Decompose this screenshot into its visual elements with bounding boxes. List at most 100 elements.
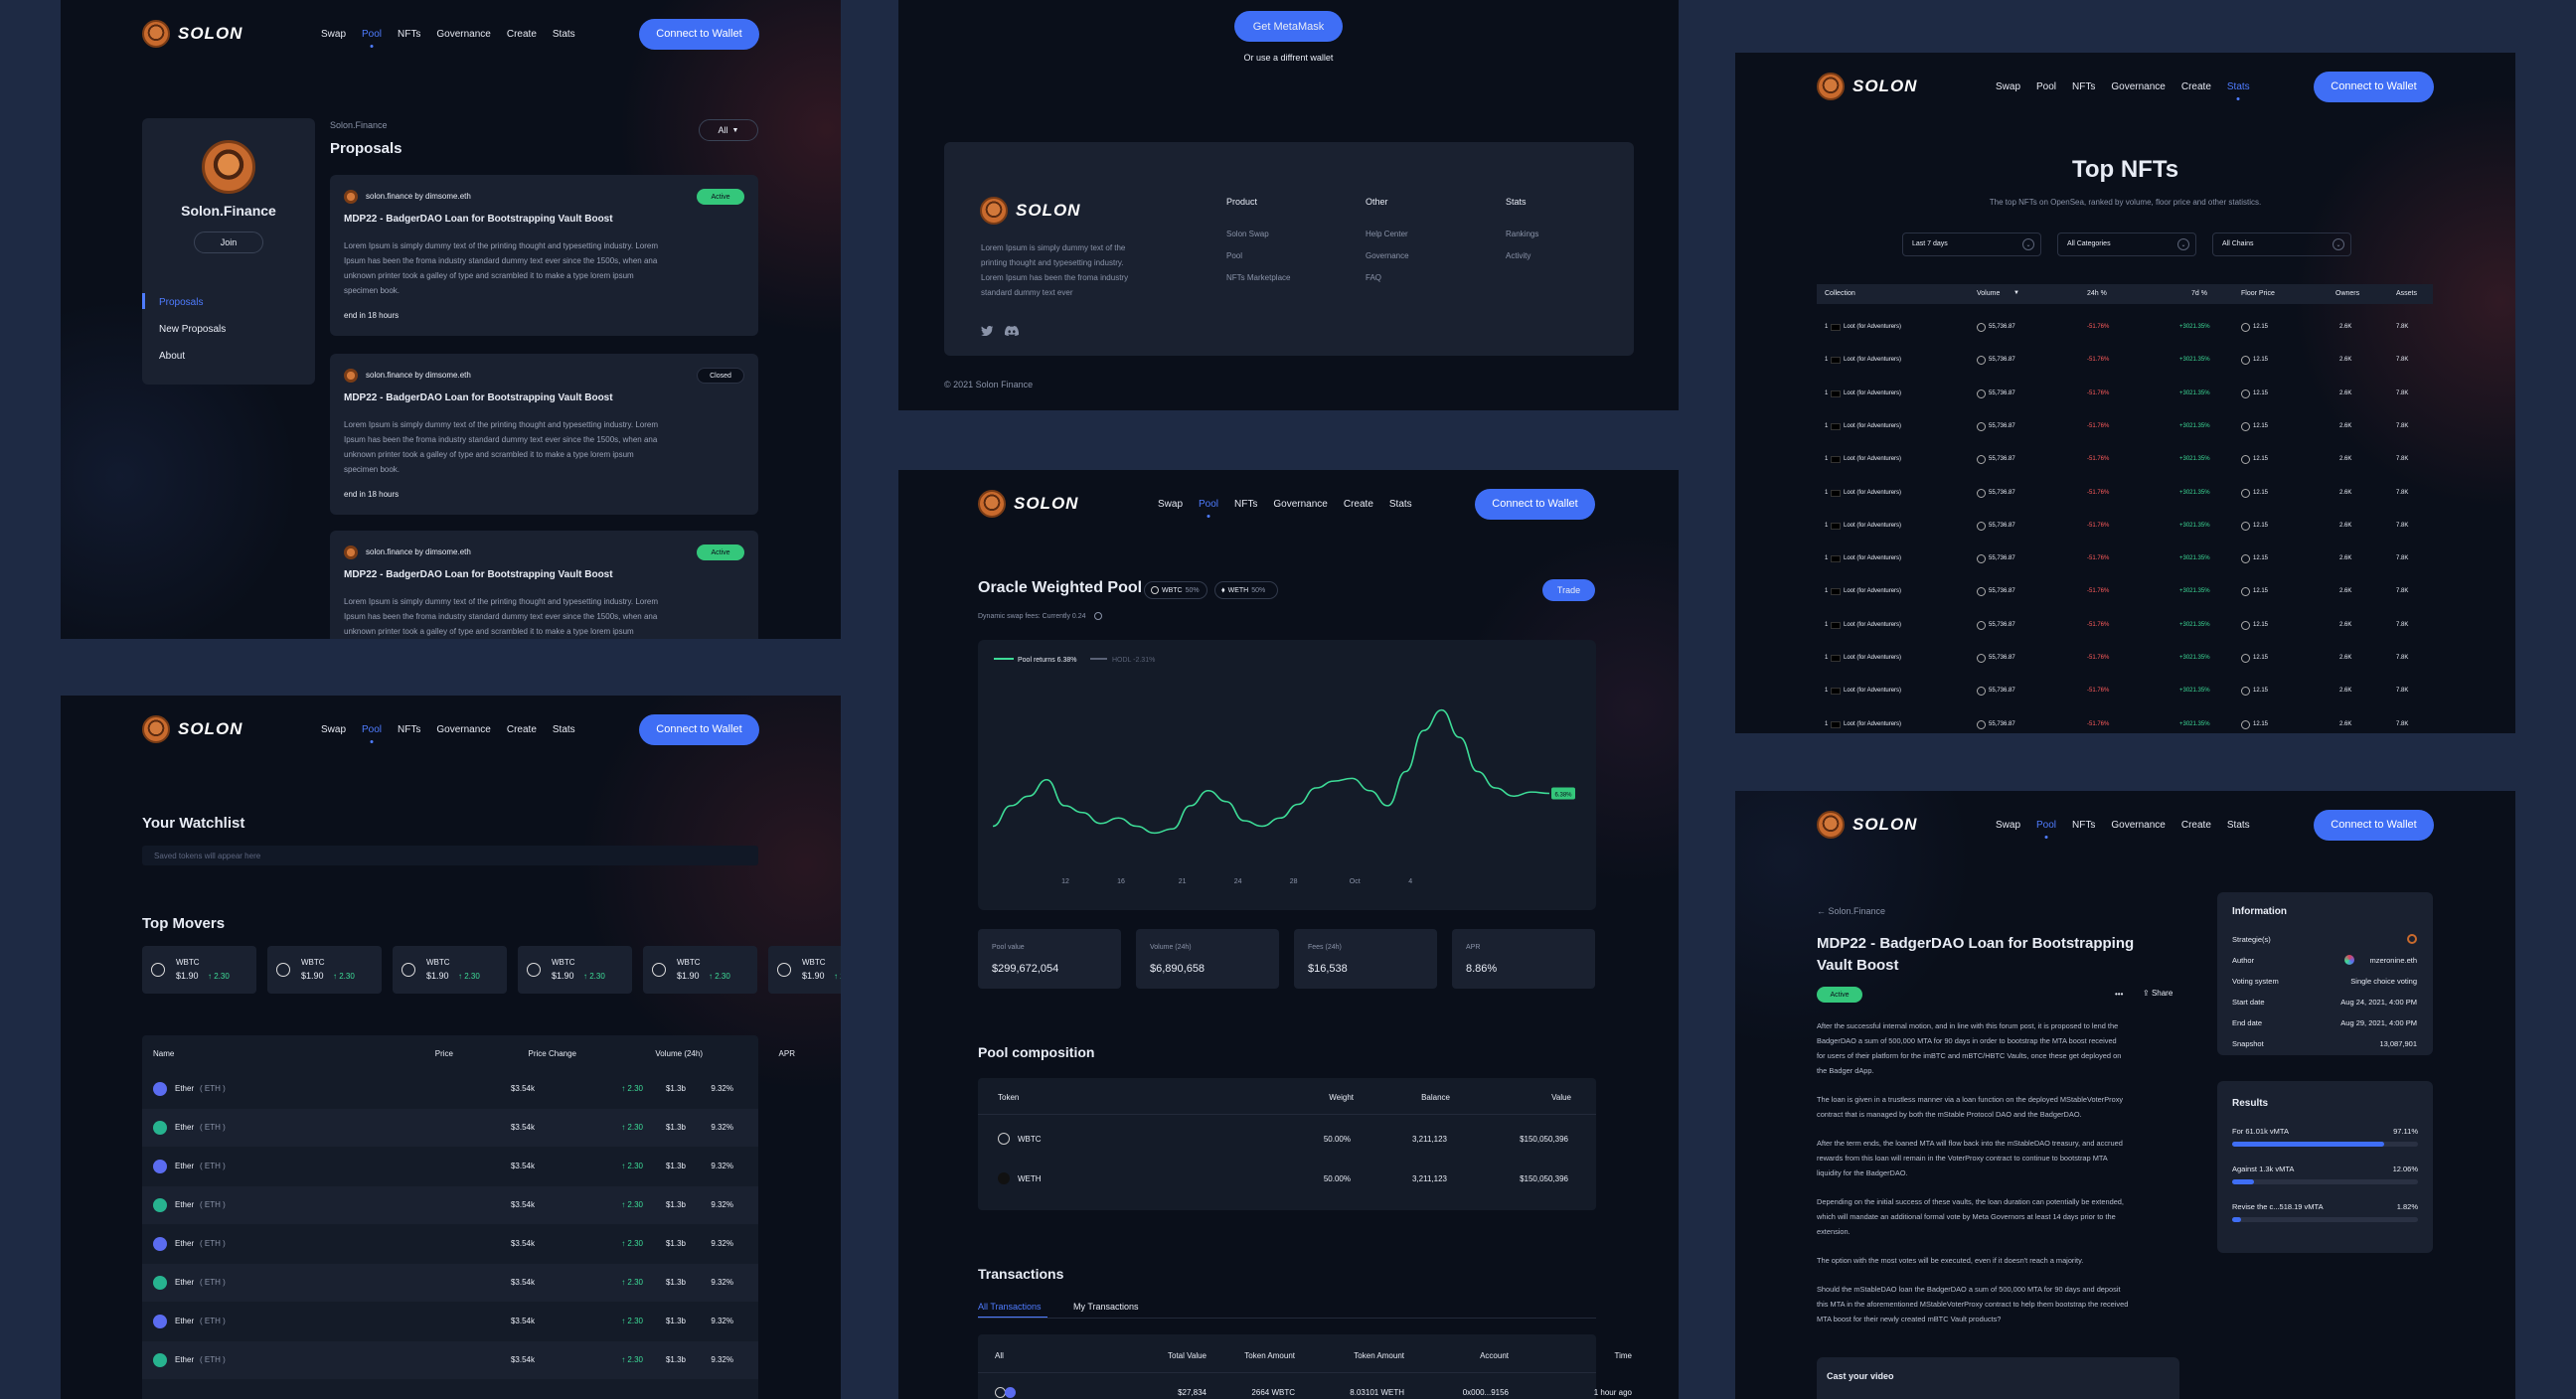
table-row[interactable]: 1 Loot (for Adventurers) 55,736.87 -51.76% +… [1817, 578, 2433, 608]
footer-logo[interactable]: SOLON [980, 197, 1080, 225]
table-row[interactable]: Ether ( ETH ) $3.54k ↑ 2.30 $1.3b 9.32% [142, 1341, 758, 1379]
table-row[interactable]: Ether ( ETH ) $3.54k ↑ 2.30 $1.3b 9.32% [142, 1186, 758, 1224]
table-row[interactable]: Ether ( ETH ) $3.54k ↑ 2.30 $1.3b 9.32% [142, 1264, 758, 1302]
nav-swap[interactable]: Swap [321, 723, 347, 735]
sidebar-item-about[interactable]: About [159, 351, 186, 362]
table-row[interactable]: Ether ( ETH ) $3.54k ↑ 2.30 $1.3b 9.32% [142, 1070, 758, 1108]
footer-link[interactable]: Governance [1366, 251, 1409, 260]
brand-logo[interactable]: SOLON [1817, 73, 1917, 100]
token-chip-wbtc[interactable]: WBTC 50% [1144, 581, 1208, 599]
join-button[interactable]: Join [194, 232, 263, 253]
nav-create[interactable]: Create [506, 723, 537, 735]
get-metamask-button[interactable]: Get MetaMask [1234, 11, 1343, 42]
nav-pool[interactable]: Pool [362, 723, 383, 735]
mover-card[interactable]: WBTC $1.90 ↑ 2.30 [768, 946, 841, 994]
filter-select[interactable]: All Chains ⌄ [2212, 233, 2351, 256]
connect-wallet-button[interactable]: Connect to Wallet [639, 713, 759, 745]
nav-pool[interactable]: Pool [1199, 498, 1219, 510]
nav-stats[interactable]: Stats [2226, 80, 2250, 92]
nav-create[interactable]: Create [1343, 498, 1373, 510]
table-row[interactable]: Ether ( ETH ) $3.54k ↑ 2.30 $1.3b 9.32% [142, 1109, 758, 1147]
table-row[interactable]: 1 Loot (for Adventurers) 55,736.87 -51.76% +… [1817, 711, 2433, 733]
proposal-card[interactable]: solon.finance by dimsome.eth Active MDP22 … [330, 531, 758, 639]
trade-button[interactable]: Trade [1542, 579, 1595, 601]
nav-stats[interactable]: Stats [1388, 498, 1412, 510]
footer-link[interactable]: Rankings [1506, 230, 1539, 238]
twitter-icon[interactable] [981, 323, 994, 337]
nav-governance[interactable]: Governance [436, 723, 491, 735]
nav-governance[interactable]: Governance [2111, 819, 2166, 831]
nav-nfts[interactable]: NFTs [1234, 498, 1258, 510]
brand-logo[interactable]: SOLON [978, 490, 1078, 518]
nav-governance[interactable]: Governance [2111, 80, 2166, 92]
nav-nfts[interactable]: NFTs [398, 723, 421, 735]
table-row[interactable]: 1 Loot (for Adventurers) 55,736.87 -51.76% +… [1817, 446, 2433, 476]
nav-nfts[interactable]: NFTs [398, 28, 421, 40]
mover-card[interactable]: WBTC $1.90 ↑ 2.30 [142, 946, 256, 994]
brand-logo[interactable]: SOLON [142, 715, 242, 743]
footer-link[interactable]: Solon Swap [1226, 230, 1269, 238]
token-chip-weth[interactable]: ⬧ WETH 50% [1214, 581, 1278, 599]
table-row[interactable]: 1 Loot (for Adventurers) 55,736.87 -51.76% +… [1817, 645, 2433, 675]
connect-wallet-button[interactable]: Connect to Wallet [2314, 71, 2434, 102]
footer-link[interactable]: Activity [1506, 251, 1531, 260]
table-row[interactable]: Ether ( ETH ) $3.54k ↑ 2.30 $1.3b 9.32% [142, 1303, 758, 1340]
footer-link[interactable]: Pool [1226, 251, 1243, 260]
table-row[interactable]: WBTC 50.00% 3,211,123 $150,050,396 [978, 1121, 1596, 1157]
info-value[interactable]: mzeronine.eth [2369, 956, 2417, 965]
table-row[interactable]: 1 Loot (for Adventurers) 55,736.87 -51.76% +… [1817, 314, 2433, 344]
nav-swap[interactable]: Swap [1996, 80, 2021, 92]
nav-nfts[interactable]: NFTs [2072, 819, 2096, 831]
table-row[interactable]: 1 Loot (for Adventurers) 55,736.87 -51.76% +… [1817, 678, 2433, 707]
tx-account[interactable]: 0x000...9156 [1462, 1388, 1509, 1397]
breadcrumb[interactable]: Solon.Finance [330, 120, 388, 130]
connect-wallet-button[interactable]: Connect to Wallet [639, 18, 759, 50]
proposal-card[interactable]: solon.finance by dimsome.eth Closed MDP22 … [330, 354, 758, 515]
table-row[interactable]: Ether ( ETH ) $3.54k ↑ 2.30 $1.3b 9.32% [142, 1225, 758, 1263]
table-row[interactable]: WETH 50.00% 3,211,123 $150,050,396 [978, 1161, 1596, 1196]
brand-logo[interactable]: SOLON [1817, 811, 1917, 839]
nav-pool[interactable]: Pool [2036, 80, 2057, 92]
nav-stats[interactable]: Stats [2226, 819, 2250, 831]
sort-desc-icon[interactable]: ▼ [2013, 290, 2019, 296]
mover-card[interactable]: WBTC $1.90 ↑ 2.30 [518, 946, 632, 994]
table-row[interactable]: 1 Loot (for Adventurers) 55,736.87 -51.76% +… [1817, 480, 2433, 510]
nav-stats[interactable]: Stats [552, 723, 575, 735]
nav-governance[interactable]: Governance [1273, 498, 1328, 510]
filter-dropdown[interactable]: All ▼ [699, 119, 758, 141]
sidebar-item-new-proposals[interactable]: New Proposals [159, 324, 227, 335]
brand-logo[interactable]: SOLON [142, 20, 242, 48]
connect-wallet-button[interactable]: Connect to Wallet [2314, 809, 2434, 841]
nav-governance[interactable]: Governance [436, 28, 491, 40]
sidebar-item-proposals[interactable]: Proposals [159, 297, 204, 308]
more-options-button[interactable]: ••• [2115, 990, 2124, 999]
table-row[interactable]: 1 Loot (for Adventurers) 55,736.87 -51.76% +… [1817, 381, 2433, 410]
filter-select[interactable]: All Categories ⌄ [2057, 233, 2196, 256]
nav-pool[interactable]: Pool [362, 28, 383, 40]
footer-link[interactable]: FAQ [1366, 273, 1382, 282]
table-row[interactable]: 1 Loot (for Adventurers) 55,736.87 -51.76% +… [1817, 612, 2433, 642]
nav-swap[interactable]: Swap [1996, 819, 2021, 831]
other-wallet-link[interactable]: Or use a diffrent wallet [1243, 53, 1334, 63]
mover-card[interactable]: WBTC $1.90 ↑ 2.30 [393, 946, 507, 994]
nav-swap[interactable]: Swap [1158, 498, 1184, 510]
connect-wallet-button[interactable]: Connect to Wallet [1475, 488, 1595, 520]
table-row[interactable]: 1 Loot (for Adventurers) 55,736.87 -51.76% +… [1817, 413, 2433, 443]
back-link[interactable]: ← Solon.Finance [1817, 906, 1885, 916]
proposal-card[interactable]: solon.finance by dimsome.eth Active MDP22 … [330, 175, 758, 336]
table-row[interactable]: 1 Loot (for Adventurers) 55,736.87 -51.76% +… [1817, 347, 2433, 377]
tab-my-transactions[interactable]: My Transactions [1073, 1302, 1139, 1312]
mover-card[interactable]: WBTC $1.90 ↑ 2.30 [267, 946, 382, 994]
table-row[interactable]: 1 Loot (for Adventurers) 55,736.87 -51.76% +… [1817, 545, 2433, 575]
mover-card[interactable]: WBTC $1.90 ↑ 2.30 [643, 946, 757, 994]
footer-link[interactable]: NFTs Marketplace [1226, 273, 1291, 282]
nav-create[interactable]: Create [2180, 819, 2211, 831]
footer-link[interactable]: Help Center [1366, 230, 1408, 238]
nav-create[interactable]: Create [2180, 80, 2211, 92]
nav-swap[interactable]: Swap [321, 28, 347, 40]
filter-select[interactable]: Last 7 days ⌄ [1902, 233, 2041, 256]
tab-all-transactions[interactable]: All Transactions [978, 1302, 1042, 1312]
info-icon[interactable] [1093, 612, 1102, 620]
nav-create[interactable]: Create [506, 28, 537, 40]
nav-nfts[interactable]: NFTs [2072, 80, 2096, 92]
